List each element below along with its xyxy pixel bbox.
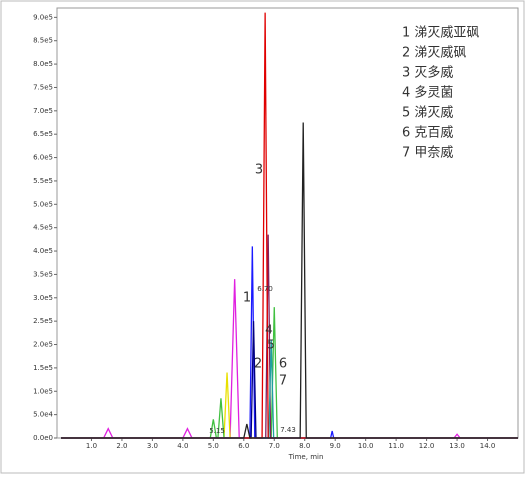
- y-tick-label: 6.5e5: [33, 130, 53, 138]
- x-tick-label: 14.0: [480, 442, 496, 450]
- peak-label: 5: [267, 338, 275, 352]
- x-tick-label: 3.0: [147, 442, 158, 450]
- y-tick-label: 1.0e5: [33, 387, 53, 395]
- peak-label: 4: [265, 323, 273, 337]
- y-tick-label: 8.5e5: [33, 37, 53, 45]
- trace: [61, 122, 518, 439]
- x-tick-label: 11.0: [388, 442, 404, 450]
- legend-item: 2 涕灭威砜: [402, 45, 466, 61]
- peak-label: 5.15: [209, 427, 225, 435]
- x-tick-label: 9.0: [330, 442, 341, 450]
- y-tick-label: 7.5e5: [33, 83, 53, 91]
- x-tick-label: 12.0: [419, 442, 435, 450]
- y-tick-label: 4.0e5: [33, 247, 53, 255]
- y-tick-label: 9.0e5: [33, 13, 53, 21]
- x-tick-label: 1.0: [86, 442, 97, 450]
- y-tick-label: 1.5e5: [33, 364, 53, 372]
- x-tick-label: 7.0: [269, 442, 280, 450]
- y-tick-label: 5.5e5: [33, 177, 53, 185]
- trace: [61, 307, 518, 439]
- y-tick-label: 4.5e5: [33, 224, 53, 232]
- x-axis-label: Time, min: [288, 453, 324, 461]
- peak-label: 7.43: [280, 426, 296, 434]
- peak-label: 6: [279, 357, 287, 372]
- y-tick-label: 3.0e5: [33, 294, 53, 302]
- legend-item: 7 甲奈威: [402, 146, 453, 161]
- peak-label: 3: [255, 163, 263, 178]
- x-tick-label: 4.0: [177, 442, 188, 450]
- x-tick-label: 8.0: [299, 442, 310, 450]
- y-tick-label: 5.0e4: [33, 411, 53, 419]
- legend-item: 6 克百威: [402, 126, 453, 141]
- x-tick-label: 13.0: [449, 442, 465, 450]
- y-tick-label: 2.0e5: [33, 341, 53, 349]
- x-tick-label: 2.0: [116, 442, 127, 450]
- y-tick-label: 6.0e5: [33, 154, 53, 162]
- y-tick-label: 8.0e5: [33, 60, 53, 68]
- peak-label: 7: [279, 374, 287, 389]
- peak-label: 1: [243, 291, 251, 306]
- y-tick-label: 3.5e5: [33, 270, 53, 278]
- legend-item: 1 涕灭威亚砜: [402, 25, 479, 41]
- y-tick-label: 5.0e5: [33, 200, 53, 208]
- legend-item: 5 涕灭威: [402, 105, 453, 121]
- y-tick-label: 0.0e0: [33, 434, 53, 442]
- legend-item: 3 灭多威: [402, 65, 453, 81]
- y-tick-label: 2.5e5: [33, 317, 53, 325]
- y-tick-label: 7.0e5: [33, 107, 53, 115]
- peak-label: 2: [254, 357, 262, 372]
- x-tick-label: 5.0: [208, 442, 219, 450]
- peak-label: 6.70: [257, 285, 273, 293]
- legend-item: 4 多灵菌: [402, 85, 453, 101]
- x-tick-label: 6.0: [238, 442, 249, 450]
- x-tick-label: 10.0: [358, 442, 374, 450]
